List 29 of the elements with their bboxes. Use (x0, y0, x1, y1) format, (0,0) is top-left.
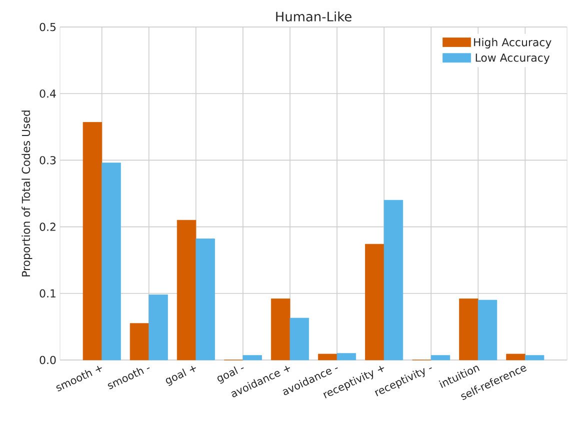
bar (290, 318, 310, 360)
bar (82, 122, 102, 360)
bar (459, 298, 478, 360)
x-tick-label: goal + (166, 366, 196, 386)
chart-title: Human-Like (276, 11, 352, 22)
bar (176, 220, 196, 360)
bar (365, 244, 384, 360)
y-tick-label: 0.4 (40, 89, 56, 98)
y-tick-label: 0.3 (40, 156, 56, 164)
y-axis-title: Proportion of Total Codes Used (22, 110, 32, 276)
bar (102, 162, 121, 360)
y-tick-label: 0.1 (40, 289, 56, 298)
bar (270, 298, 290, 360)
bar (384, 200, 404, 360)
bar (336, 353, 356, 360)
y-tick-label: 0.2 (40, 222, 56, 231)
legend-label: Low Accuracy (476, 54, 550, 64)
bar (130, 323, 150, 360)
bar (524, 355, 544, 360)
bar (478, 300, 498, 360)
bar (148, 294, 168, 360)
y-tick-label: 0.5 (40, 22, 56, 32)
bar (430, 355, 450, 360)
y-tick-label: 0.0 (40, 356, 56, 364)
bar (196, 238, 215, 360)
bar (506, 354, 526, 360)
bar (318, 354, 338, 360)
bar (242, 355, 262, 360)
legend-label: High Accuracy (474, 38, 552, 48)
